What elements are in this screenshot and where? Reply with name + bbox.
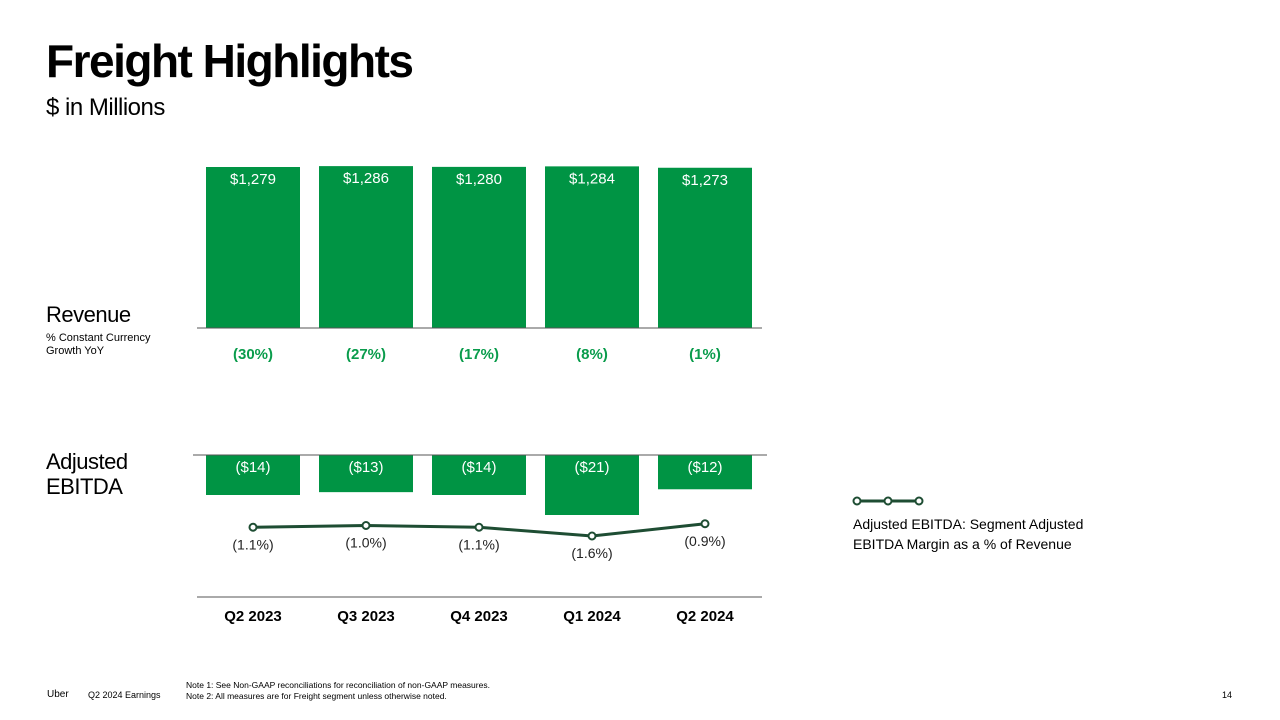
growth-label: (27%): [346, 346, 386, 363]
ebitda-margin-point: [700, 519, 710, 529]
revenue-bar-label: $1,279: [230, 171, 276, 188]
category-tick-label: Q2 2024: [676, 608, 734, 625]
ebitda-bar-label: ($12): [687, 459, 722, 476]
page-number: 14: [1221, 690, 1232, 700]
category-tick-label: Q4 2023: [450, 608, 508, 625]
growth-label: (30%): [233, 346, 273, 363]
legend-point-icon: [852, 496, 862, 506]
ebitda-bar-label: ($14): [235, 459, 270, 476]
category-tick-label: Q2 2023: [224, 608, 282, 625]
ebitda-margin-point: [361, 521, 371, 530]
footnote-1: Note 1: See Non-GAAP reconciliations for…: [186, 680, 490, 690]
revenue-bar: [319, 166, 413, 328]
revenue-bar-label: $1,284: [569, 170, 615, 187]
category-tick-label: Q1 2024: [563, 608, 621, 625]
ebitda-bar: [319, 455, 413, 493]
footnotes: Note 1: See Non-GAAP reconciliations for…: [186, 680, 490, 702]
category-tick-label: Q3 2023: [337, 608, 395, 625]
ebitda-bar: [658, 455, 752, 490]
ebitda-bar: [545, 455, 639, 515]
revenue-bar-label: $1,286: [343, 170, 389, 187]
ebitda-margin-point: [248, 522, 258, 532]
revenue-bar-label: $1,280: [456, 171, 502, 188]
ebitda-margin-label: (1.6%): [571, 545, 612, 561]
legend-text: Adjusted EBITDA: Segment Adjusted EBITDA…: [853, 516, 1084, 552]
revenue-bar-label: $1,273: [682, 172, 728, 189]
growth-label: (17%): [459, 346, 499, 363]
revenue-bar: [545, 166, 639, 328]
legend-point-icon: [914, 496, 924, 506]
page-title: Freight Highlights: [46, 35, 414, 87]
ebitda-bar-label: ($21): [574, 459, 609, 476]
ebitda-bar-label: ($14): [461, 459, 496, 476]
ebitda-margin-label: (0.9%): [684, 533, 725, 549]
ebitda-margin-label: (1.1%): [458, 536, 499, 552]
legend-point-icon: [883, 496, 893, 506]
ebitda-bar-label: ($13): [348, 459, 383, 476]
ebitda-margin-label: (1.1%): [232, 536, 273, 552]
growth-label: (1%): [689, 346, 721, 363]
ebitda-row-label: Adjusted EBITDA: [46, 449, 128, 499]
footer-brand: Uber: [47, 689, 69, 700]
revenue-bar: [432, 166, 526, 328]
footer-report: Q2 2024 Earnings: [88, 690, 161, 700]
ebitda-margin-label: (1.0%): [345, 535, 386, 551]
ebitda-bar: [206, 455, 300, 495]
ebitda-margin-point: [587, 531, 597, 541]
footnote-2: Note 2: All measures are for Freight seg…: [186, 691, 447, 701]
ebitda-bar: [432, 455, 526, 495]
revenue-row-label: Revenue: [46, 302, 131, 327]
ebitda-margin-point: [474, 522, 484, 532]
revenue-bar: [658, 167, 752, 328]
revenue-bar: [206, 167, 300, 328]
revenue-growth-sublabel: % Constant Currency Growth YoY: [46, 332, 151, 357]
growth-label: (8%): [576, 346, 608, 363]
page-subtitle: $ in Millions: [46, 94, 165, 121]
